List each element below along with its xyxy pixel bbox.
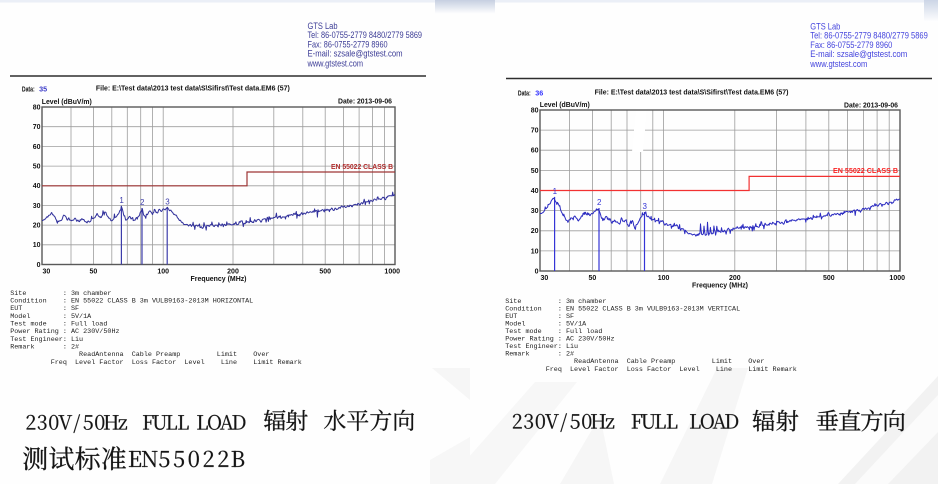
svg-text:EUT : SF: EUT : SF [10, 305, 79, 313]
svg-text:Test Engineer: Liu: Test Engineer: Liu [505, 343, 578, 351]
svg-text:Power Rating : AC 230V/50Hz: Power Rating : AC 230V/50Hz [505, 336, 614, 344]
svg-text:70: 70 [531, 128, 539, 135]
svg-text:Test Engineer: Liu: Test Engineer: Liu [10, 336, 83, 344]
svg-text:Condition : EN 55022 CLASS: Condition : EN 55022 CLASS B 3m VULB9163… [505, 306, 740, 314]
svg-text:1000: 1000 [384, 269, 400, 276]
svg-text:EN 55022 CLASS B: EN 55022 CLASS B [331, 162, 393, 171]
svg-text:Frequency (MHz): Frequency (MHz) [692, 280, 749, 289]
svg-text:60: 60 [531, 148, 539, 155]
svg-text:Date: 2013-09-06: Date: 2013-09-06 [844, 100, 898, 109]
svg-text:3: 3 [643, 202, 648, 211]
svg-text:1: 1 [119, 196, 124, 205]
svg-text:Test mode : Full load: Test mode : Full load [505, 328, 602, 336]
svg-text:Condition : EN 55022 CLASS: Condition : EN 55022 CLASS B 3m VULB9163… [10, 298, 253, 306]
svg-text:GTS Lab: GTS Lab [308, 21, 338, 32]
svg-text:Date: 2013-09-06: Date: 2013-09-06 [338, 97, 392, 106]
svg-text:Tel: 86-0755-2779 8480/2779 58: Tel: 86-0755-2779 8480/2779 5869 [308, 30, 423, 41]
svg-text:Data:: Data: [518, 88, 531, 97]
svg-text:50: 50 [589, 275, 597, 282]
svg-text:2: 2 [140, 198, 145, 207]
svg-text:www.gtstest.com: www.gtstest.com [810, 59, 868, 70]
svg-text:ReadAntenna Cable Preamp: ReadAntenna Cable Preamp Limit Over [505, 358, 764, 366]
svg-text:Remark : 2#: Remark : 2# [10, 343, 79, 351]
svg-text:50: 50 [33, 164, 41, 171]
svg-text:Fax: 86-0755-2779 8960: Fax: 86-0755-2779 8960 [308, 40, 388, 51]
svg-text:www.gtstest.com: www.gtstest.com [307, 59, 363, 70]
svg-text:500: 500 [319, 269, 331, 276]
svg-text:500: 500 [823, 275, 835, 282]
svg-text:80: 80 [33, 104, 41, 111]
svg-text:80: 80 [531, 107, 539, 114]
svg-text:30: 30 [531, 208, 539, 215]
svg-text:30: 30 [43, 269, 51, 276]
svg-text:20: 20 [33, 223, 41, 230]
svg-text:E-mail: szsale@gtstest.com: E-mail: szsale@gtstest.com [308, 49, 403, 60]
svg-text:Model : 5V/1A: Model : 5V/1A [505, 321, 587, 329]
svg-text:ReadAntenna Cable Preamp: ReadAntenna Cable Preamp Limit Over [10, 351, 269, 359]
svg-text:30: 30 [541, 275, 549, 282]
svg-text:3: 3 [165, 198, 170, 207]
svg-text:60: 60 [33, 144, 41, 151]
svg-text:1000: 1000 [889, 275, 905, 282]
svg-text:10: 10 [33, 242, 41, 249]
svg-text:20: 20 [531, 228, 539, 235]
svg-text:Site : 3m chamber: Site : 3m chamber [505, 298, 606, 306]
svg-text:2: 2 [597, 198, 602, 207]
svg-text:Freq Level Factor Loss Facto: Freq Level Factor Loss Factor Level Line… [505, 366, 797, 374]
svg-text:File: E:\Test data\2013 test d: File: E:\Test data\2013 test data\S\Sifi… [96, 84, 290, 93]
svg-text:Test mode : Full load: Test mode : Full load [10, 321, 107, 329]
svg-text:100: 100 [157, 269, 169, 276]
svg-text:40: 40 [33, 183, 41, 190]
svg-text:Level (dBuV/m): Level (dBuV/m) [42, 97, 93, 106]
svg-text:50: 50 [90, 269, 98, 276]
svg-text:EUT : SF: EUT : SF [505, 313, 574, 321]
svg-text:40: 40 [531, 188, 539, 195]
svg-text:200: 200 [729, 275, 741, 282]
svg-text:Model : 5V/1A: Model : 5V/1A [10, 313, 92, 321]
svg-text:50: 50 [531, 168, 539, 175]
svg-text:0: 0 [37, 262, 41, 269]
svg-text:Remark : 2#: Remark : 2# [505, 351, 574, 359]
svg-text:GTS Lab: GTS Lab [810, 22, 840, 33]
svg-text:10: 10 [531, 248, 539, 255]
svg-text:Frequency (MHz): Frequency (MHz) [191, 274, 248, 283]
svg-text:Power Rating : AC 230V/50Hz: Power Rating : AC 230V/50Hz [10, 328, 119, 336]
svg-text:File: E:\Test data\2013 test d: File: E:\Test data\2013 test data\S\Sifi… [595, 88, 789, 97]
svg-text:Freq Level Factor Loss Facto: Freq Level Factor Loss Factor Level Line… [10, 359, 302, 367]
svg-text:Level (dBuV/m): Level (dBuV/m) [540, 100, 591, 109]
svg-text:200: 200 [227, 269, 239, 276]
svg-text:E-mail: szsale@gtstest.com: E-mail: szsale@gtstest.com [810, 49, 907, 60]
svg-text:30: 30 [33, 203, 41, 210]
svg-text:36: 36 [535, 88, 543, 97]
svg-text:0: 0 [535, 268, 539, 275]
svg-text:100: 100 [658, 275, 670, 282]
svg-text:Site : 3m chamber: Site : 3m chamber [10, 290, 111, 298]
svg-text:EN 55022 CLASS B: EN 55022 CLASS B [833, 166, 898, 175]
svg-text:Data:: Data: [22, 84, 35, 93]
svg-text:Tel: 86-0755-2779 8480/2779 58: Tel: 86-0755-2779 8480/2779 5869 [810, 31, 928, 42]
svg-text:1: 1 [553, 187, 558, 196]
svg-text:35: 35 [39, 84, 47, 93]
svg-text:Fax: 86-0755-2779 8960: Fax: 86-0755-2779 8960 [810, 40, 892, 51]
svg-text:70: 70 [33, 124, 41, 131]
